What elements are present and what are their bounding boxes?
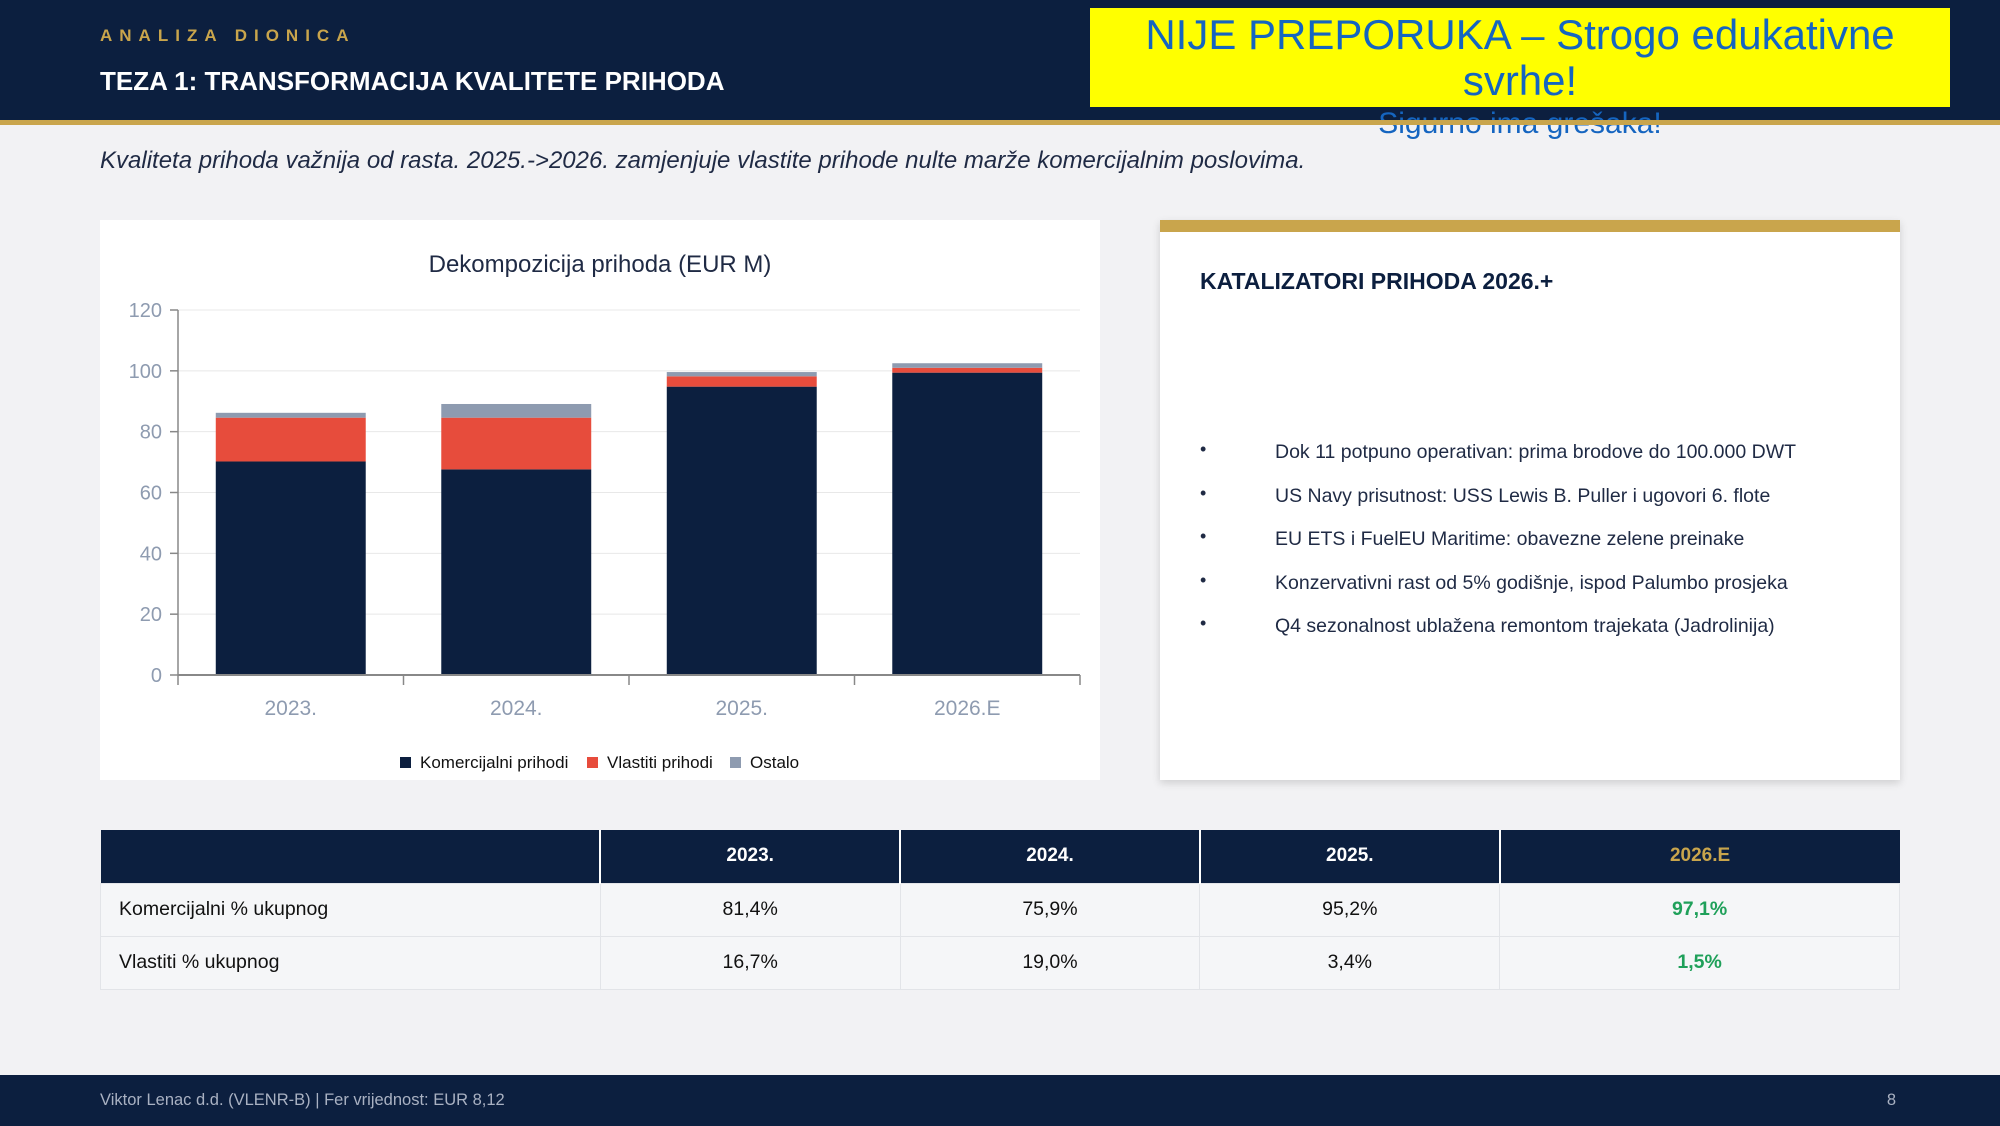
- table-cell: 19,0%: [899, 935, 1201, 990]
- card-accent-bar: [1160, 220, 1900, 232]
- bar-segment: [666, 372, 817, 377]
- row-label: Komercijalni % ukupnog: [100, 882, 601, 937]
- bullet-icon: •: [1200, 613, 1207, 633]
- chart-card: Dekompozicija prihoda (EUR M) 0 20 40 60 80 1…: [100, 220, 1100, 780]
- table-header-cell: [100, 830, 602, 883]
- y-tick-label: 120: [129, 300, 162, 322]
- table-header-cell-highlight: 2026.E: [1499, 830, 1900, 883]
- footer-bar: Viktor Lenac d.d. (VLENR-B) | Fer vrijed…: [0, 1075, 2000, 1126]
- catalysts-list: • Dok 11 potpuno operativan: prima brodov…: [1200, 439, 1797, 658]
- bar-segment: [441, 417, 592, 470]
- list-item-text: US Navy prisutnost: USS Lewis B. Puller …: [1275, 484, 1771, 507]
- table-cell: 16,7%: [599, 935, 901, 990]
- table-cell-highlight: 97,1%: [1499, 882, 1900, 937]
- disclaimer-box: NIJE PREPORUKA – Strogo edukativne svrhe…: [1090, 8, 1950, 140]
- x-tick-label: 2023.: [264, 697, 317, 720]
- bar-segment: [215, 417, 366, 462]
- catalysts-title: KATALIZATORI PRIHODA 2026.+: [1200, 268, 1554, 294]
- table-row: Vlastiti % ukupnog 16,7% 19,0% 3,4% 1,5%: [100, 935, 1900, 990]
- list-item-text: Konzervativni rast od 5% godišnje, ispod…: [1275, 571, 1788, 594]
- list-item: • Q4 sezonalnost ublažena remontom trajek…: [1200, 613, 1796, 658]
- legend-swatch: [587, 757, 598, 768]
- x-tick-label: 2024.: [490, 697, 543, 720]
- x-tick-label: 2025.: [715, 697, 768, 720]
- bar-segment: [215, 461, 366, 675]
- table-cell: 81,4%: [599, 882, 901, 937]
- bullet-icon: •: [1200, 526, 1207, 546]
- table-header-cell: 2025.: [1199, 830, 1501, 883]
- legend-swatch: [730, 757, 741, 768]
- bar-segment: [892, 372, 1043, 675]
- bar-segment: [666, 376, 817, 387]
- list-item-text: EU ETS i FuelEU Maritime: obavezne zelen…: [1275, 528, 1745, 550]
- list-item-text: Dok 11 potpuno operativan: prima brodove…: [1275, 441, 1797, 463]
- disclaimer-line-1: NIJE PREPORUKA – Strogo edukativne svrhe…: [1145, 11, 1895, 104]
- kicker: ANALIZA DIONICA: [100, 26, 356, 45]
- bar-segment: [441, 403, 592, 418]
- y-tick-label: 20: [140, 604, 162, 626]
- y-tick-label: 80: [140, 422, 162, 444]
- table-cell: 3,4%: [1199, 935, 1501, 990]
- bullet-icon: •: [1200, 569, 1207, 590]
- list-item: • Konzervativni rast od 5% godišnje, ispo…: [1200, 569, 1796, 615]
- list-item: • US Navy prisutnost: USS Lewis B. Puller…: [1200, 482, 1796, 528]
- list-item: • EU ETS i FuelEU Maritime: obavezne zele…: [1200, 526, 1796, 571]
- x-tick-label: 2026.E: [934, 697, 1001, 720]
- table-cell: 95,2%: [1199, 882, 1501, 937]
- row-label: Vlastiti % ukupnog: [100, 935, 601, 990]
- catalysts-card: KATALIZATORI PRIHODA 2026.+ • Dok 11 potp…: [1160, 220, 1900, 780]
- bar-segment: [666, 386, 817, 675]
- y-tick-label: 40: [140, 543, 162, 565]
- y-tick-label: 0: [151, 665, 162, 687]
- header-bar: ANALIZA DIONICA TEZA 1: TRANSFORMACIJA K…: [0, 0, 2000, 140]
- chart-title: Dekompozicija prihoda (EUR M): [429, 251, 772, 278]
- bullet-icon: •: [1200, 439, 1207, 459]
- bar-segment: [441, 469, 592, 675]
- table-row: Komercijalni % ukupnog 81,4% 75,9% 95,2%…: [100, 882, 1900, 937]
- legend-label: Ostalo: [750, 753, 799, 772]
- page-title: TEZA 1: TRANSFORMACIJA KVALITETE PRIHODA: [100, 66, 725, 96]
- header-divider: [0, 120, 2000, 125]
- y-tick-label: 100: [129, 361, 162, 383]
- table-header-row: 2023. 2024. 2025. 2026.E: [100, 830, 1900, 883]
- table-cell: 75,9%: [899, 882, 1201, 937]
- bar-segment: [892, 367, 1043, 373]
- bullet-icon: •: [1200, 482, 1207, 503]
- y-tick-label: 60: [140, 483, 162, 505]
- revenue-chart: Dekompozicija prihoda (EUR M) 0 20 40 60 80 1…: [129, 251, 1081, 772]
- table-header-cell: 2023.: [600, 830, 902, 883]
- list-item: • Dok 11 potpuno operativan: prima brodov…: [1200, 439, 1797, 484]
- slide-subtitle: Kvaliteta prihoda važnija od rasta. 2025…: [100, 147, 1306, 174]
- legend-label: Komercijalni prihodi: [420, 753, 568, 772]
- legend-label: Vlastiti prihodi: [607, 753, 713, 772]
- table-header-cell: 2024.: [900, 830, 1201, 883]
- list-item-text: Q4 sezonalnost ublažena remontom trajeka…: [1275, 615, 1775, 637]
- bar-segment: [215, 412, 366, 418]
- revenue-share-table: 2023. 2024. 2025. 2026.E Komercijalni % …: [100, 830, 1900, 990]
- table-cell-highlight: 1,5%: [1499, 935, 1900, 990]
- page-number: 8: [1886, 1091, 1896, 1109]
- bar-segment: [892, 363, 1043, 368]
- legend-swatch: [400, 757, 411, 768]
- footer-company: Viktor Lenac d.d. (VLENR-B) | Fer vrijed…: [100, 1091, 505, 1109]
